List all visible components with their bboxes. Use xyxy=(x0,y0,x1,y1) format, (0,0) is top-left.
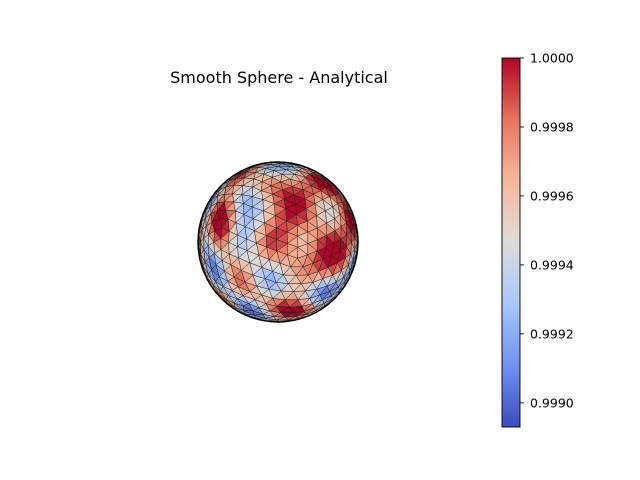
colorbar-tick-label: 0.9994 xyxy=(530,257,574,272)
chart-title: Smooth Sphere - Analytical xyxy=(170,68,388,87)
colorbar-tick-label: 0.9992 xyxy=(530,326,574,341)
sphere-outline xyxy=(197,161,359,323)
colorbar-ticks: 0.9990 0.9992 0.9994 0.9996 0.9998 1.0000 xyxy=(520,51,574,410)
colorbar-frame xyxy=(501,57,521,428)
colorbar xyxy=(502,58,520,427)
colorbar-tick-label: 1.0000 xyxy=(530,51,574,66)
colorbar-tick-label: 0.9996 xyxy=(530,188,574,203)
sphere-shading xyxy=(198,162,358,322)
colorbar-tick-label: 0.9998 xyxy=(530,119,574,134)
colorbar-tick-label: 0.9990 xyxy=(530,395,574,410)
